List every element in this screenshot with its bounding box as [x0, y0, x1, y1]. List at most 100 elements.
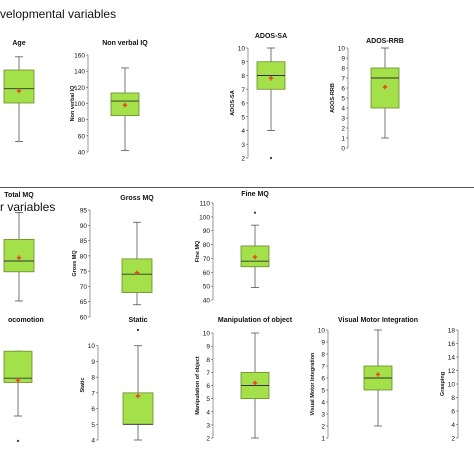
section-label-developmental: velopmental variables — [0, 7, 117, 21]
plot-3-tick-label-3: 5 — [241, 114, 245, 121]
plot-11-mean-marker — [375, 372, 381, 377]
plot-3-tick-label-7: 9 — [241, 59, 245, 66]
plot-11-tick-label-7: 8 — [321, 352, 325, 359]
plot-7-tick-label-2: 60 — [203, 270, 211, 277]
plot-9-tick-label-1: 5 — [91, 422, 95, 429]
section-divider — [0, 187, 474, 188]
plot-8-title: ocomotion — [8, 317, 44, 324]
plot-1-mean-marker — [16, 88, 22, 94]
plot-4-tick-label-10: 10 — [338, 46, 346, 53]
plot-6-tick-label-0: 60 — [80, 315, 88, 322]
plot-2-tick-label-1: 60 — [78, 133, 86, 140]
plot-1-box — [3, 69, 35, 104]
plot-4-tick-label-7: 7 — [341, 76, 345, 83]
plot-6-box — [121, 258, 153, 293]
plot-12-tick-label-2: 6 — [451, 409, 455, 416]
plot-11-tick-label-2: 3 — [321, 412, 325, 419]
plot-7-tick-label-1: 50 — [203, 284, 211, 291]
plot-9-tick-label-2: 6 — [91, 406, 95, 413]
plot-10-mean-marker — [252, 380, 258, 386]
plot-6-mean-marker — [134, 270, 140, 275]
plot-2-tick-label-2: 80 — [78, 117, 86, 124]
plot-10-tick-label-1: 3 — [206, 422, 210, 429]
plot-9-outlier-0 — [136, 328, 140, 332]
plot-7-title: Fine MQ — [241, 191, 269, 198]
plot-10-tick-label-2: 4 — [206, 409, 210, 416]
plot-9-mean-marker — [135, 393, 141, 399]
plot-10-tick-label-8: 10 — [203, 331, 211, 338]
plot-4-tick-label-0: 0 — [341, 146, 345, 153]
plot-11-title: Visual Motor Integration — [338, 317, 418, 324]
plot-12-tick-label-1: 4 — [451, 422, 455, 429]
plot-3-title: ADOS-SA — [255, 33, 287, 40]
plot-3-outlier-0 — [269, 156, 273, 160]
plot-12-y-label: Grasping — [440, 372, 446, 396]
plot-5-title: Total MQ — [4, 192, 34, 199]
plot-9-y-label: Static — [80, 378, 86, 393]
plot-11-tick-label-0: 1 — [321, 436, 325, 443]
plot-4-tick-label-2: 2 — [341, 126, 345, 133]
plot-6-title: Gross MQ — [120, 195, 154, 202]
plot-10-tick-label-3: 5 — [206, 396, 210, 403]
plot-9-tick-label-4: 8 — [91, 375, 95, 382]
plot-7-tick-label-6: 100 — [199, 214, 210, 221]
plot-11-tick-label-6: 7 — [321, 364, 325, 371]
plot-8-box — [3, 350, 33, 383]
plot-9-tick-label-3: 7 — [91, 390, 95, 397]
plot-12-tick-label-4: 10 — [448, 382, 456, 389]
plot-7-outlier-0 — [253, 211, 257, 214]
plot-6-tick-label-6: 90 — [80, 223, 88, 230]
plot-4-mean-marker — [382, 84, 388, 90]
plot-10-title: Manipulation of object — [218, 317, 293, 324]
plot-6-tick-label-7: 95 — [80, 208, 88, 215]
plot-3-tick-label-0: 2 — [241, 156, 245, 163]
plot-10-tick-label-5: 7 — [206, 370, 210, 377]
plot-3-tick-label-8: 10 — [238, 46, 246, 53]
plot-1-title: Age — [12, 40, 25, 47]
plot-4-tick-label-3: 3 — [341, 116, 345, 123]
plot-6-tick-label-1: 65 — [80, 299, 88, 306]
plot-6-tick-label-3: 75 — [80, 269, 88, 276]
plot-9-title: Static — [128, 317, 147, 324]
plot-11-tick-label-1: 2 — [321, 424, 325, 431]
plot-4-tick-label-8: 8 — [341, 66, 345, 73]
plot-12-tick-label-0: 2 — [451, 436, 455, 443]
plot-9-tick-label-0: 4 — [91, 438, 95, 445]
plot-4-tick-label-1: 1 — [341, 136, 345, 143]
plot-10-tick-label-4: 6 — [206, 383, 210, 390]
plot-3-tick-label-2: 4 — [241, 128, 245, 135]
plot-7-tick-label-4: 80 — [203, 242, 211, 249]
plot-6-y-label: Gross MQ — [72, 250, 78, 277]
plot-12-tick-label-5: 12 — [448, 368, 456, 375]
plot-5-mean-marker — [16, 255, 22, 260]
plot-11-tick-label-8: 9 — [321, 340, 325, 347]
plot-10-y-label: Manipulation of object — [195, 356, 201, 415]
plot-2-tick-label-3: 100 — [74, 101, 85, 108]
plot-4-tick-label-5: 5 — [341, 96, 345, 103]
plot-7-y-label: Fine MQ — [195, 240, 201, 262]
plot-7-mean-marker — [252, 254, 258, 260]
plot-2-y-label: Non verbal IQ — [70, 85, 76, 121]
plot-3-tick-label-4: 6 — [241, 101, 245, 108]
plot-2-tick-label-5: 140 — [74, 69, 85, 76]
plot-8-outlier-0 — [16, 439, 20, 442]
plot-4-y-label: ADOS-RRB — [330, 83, 336, 113]
section-label-motor: r variables — [0, 200, 56, 214]
plot-4-title: ADOS-RRB — [366, 38, 404, 45]
plot-2-tick-label-0: 40 — [78, 150, 86, 157]
plot-7-tick-label-0: 40 — [203, 298, 211, 305]
plot-7-tick-label-7: 110 — [200, 201, 211, 208]
plot-2-tick-label-4: 120 — [74, 85, 85, 92]
plot-10-tick-label-7: 9 — [206, 344, 210, 351]
plot-2-title: Non verbal IQ — [102, 40, 148, 47]
plot-2-mean-marker — [122, 102, 128, 108]
plot-9-tick-label-6: 10 — [88, 343, 96, 350]
plot-7-tick-label-3: 70 — [203, 256, 211, 263]
plot-4-tick-label-6: 6 — [341, 86, 345, 93]
plot-6-tick-label-5: 85 — [80, 238, 88, 245]
plot-10-tick-label-0: 2 — [206, 436, 210, 443]
plot-11-tick-label-3: 4 — [321, 400, 325, 407]
plot-3-tick-label-5: 7 — [241, 87, 245, 94]
plot-12-tick-label-6: 14 — [448, 355, 456, 362]
